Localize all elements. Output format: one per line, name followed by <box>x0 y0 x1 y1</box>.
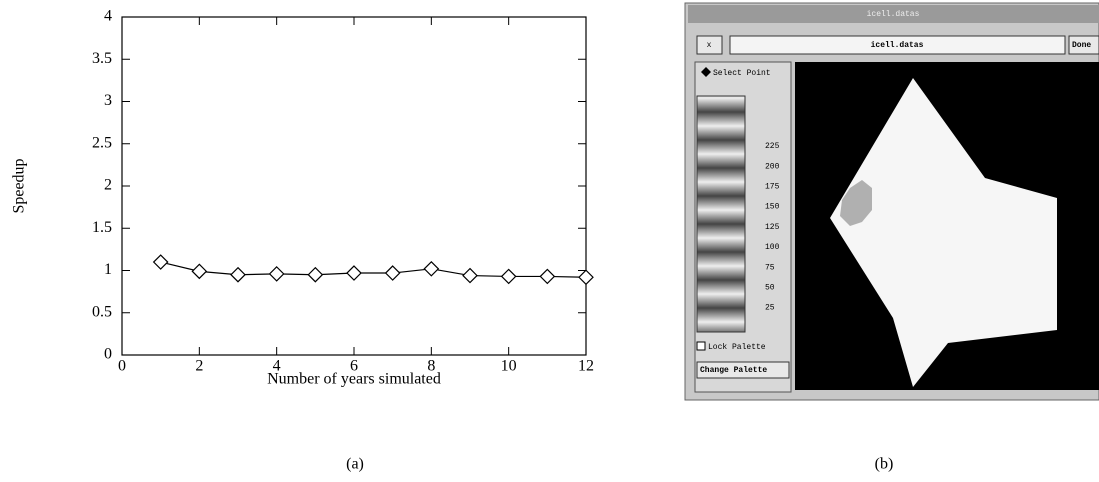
data-marker <box>540 269 554 283</box>
data-line <box>161 262 586 277</box>
palette-label: 50 <box>765 284 775 293</box>
palette-strip <box>697 96 745 332</box>
window-title: icell.datas <box>867 10 920 19</box>
palette-label: 100 <box>765 243 780 252</box>
caption: (b) <box>875 456 894 473</box>
data-marker <box>463 269 477 283</box>
palette-label: 150 <box>765 203 780 212</box>
palette-label: 75 <box>765 263 775 272</box>
select-point: Select Point <box>713 69 771 78</box>
data-marker <box>231 268 245 282</box>
caption: (a) <box>346 456 364 473</box>
checkbox[interactable] <box>697 342 705 350</box>
screenshot-window: icell.datas x icell.datas Done Select Po… <box>685 3 1099 400</box>
x-tick-label: 8 <box>427 358 435 375</box>
y-tick-label: 2.5 <box>92 134 112 151</box>
palette-label: 175 <box>765 183 780 192</box>
figure: Speedup Number of years simulated (a) (b… <box>0 0 1099 477</box>
y-tick-label: 3.5 <box>92 50 112 67</box>
change-palette-label: Change Palette <box>700 366 767 375</box>
done-button-label: Done <box>1072 41 1091 50</box>
data-marker <box>270 267 284 281</box>
data-marker <box>424 262 438 276</box>
page: Speedup Number of years simulated (a) (b… <box>0 0 1099 477</box>
lock-palette: Lock Palette <box>708 343 766 352</box>
data-marker <box>347 266 361 280</box>
y-tick-label: 4 <box>104 8 112 25</box>
x-tick-label: 2 <box>195 358 203 375</box>
data-marker <box>308 268 322 282</box>
x-tick-label: 6 <box>350 358 358 375</box>
x-tick-label: 4 <box>273 358 281 375</box>
close-button-label: x <box>707 41 712 50</box>
data-marker <box>154 255 168 269</box>
y-tick-label: 1.5 <box>92 219 112 236</box>
palette-label: 225 <box>765 142 780 151</box>
palette-label: 25 <box>765 304 775 313</box>
file-field-text: icell.datas <box>871 41 924 50</box>
y-tick-label: 2 <box>104 177 112 194</box>
palette-label: 125 <box>765 223 780 232</box>
data-marker <box>192 264 206 278</box>
palette-label: 200 <box>765 162 780 171</box>
plot-frame <box>122 17 586 355</box>
y-tick-label: 1 <box>104 261 112 278</box>
data-marker <box>502 269 516 283</box>
y-axis-label: Speedup <box>11 158 28 213</box>
data-marker <box>386 266 400 280</box>
y-tick-label: 0.5 <box>92 303 112 320</box>
x-tick-label: 0 <box>118 358 126 375</box>
x-tick-label: 10 <box>501 358 517 375</box>
y-tick-label: 3 <box>104 92 112 109</box>
data-marker <box>579 270 593 284</box>
y-tick-label: 0 <box>104 346 112 363</box>
x-tick-label: 12 <box>578 358 594 375</box>
